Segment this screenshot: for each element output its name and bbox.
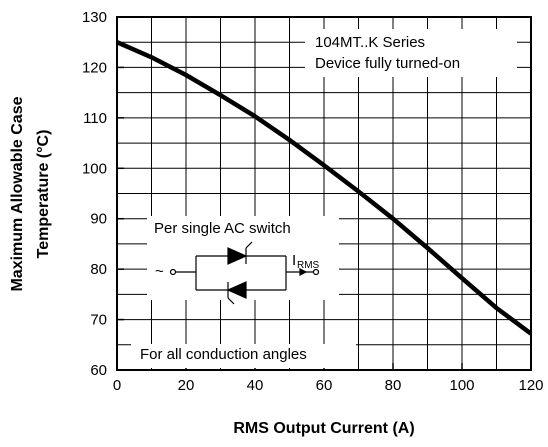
current-symbol: I <box>292 252 296 269</box>
angles-box <box>131 344 356 368</box>
x-tick-label: 20 <box>178 377 195 394</box>
thyristor-lower-icon <box>226 281 247 299</box>
angles-label: For all conduction angles <box>140 346 307 363</box>
x-tick-label: 40 <box>247 377 264 394</box>
y-tick-label: 100 <box>82 160 107 177</box>
ac-switch-schematic: ~ <box>155 241 320 305</box>
series-title: 104MT..K Series <box>315 34 425 51</box>
tick-labels: 0 20 40 60 80 100 120 60 70 80 90 100 110 120 130 <box>82 9 544 394</box>
y-tick-label: 90 <box>90 211 107 228</box>
x-tick-label: 60 <box>316 377 333 394</box>
x-tick-label: 120 <box>518 377 543 394</box>
ac-source-symbol: ~ <box>155 263 164 280</box>
current-subscript: RMS <box>297 260 320 271</box>
series-title-box <box>305 29 517 77</box>
x-axis-label: RMS Output Current (A) <box>233 420 414 437</box>
y-tick-label: 80 <box>90 261 107 278</box>
y-axis-label-line-2: Temperature (°C) <box>35 130 52 259</box>
current-arrow-icon <box>299 268 308 276</box>
x-tick-label: 80 <box>385 377 402 394</box>
y-tick-label: 60 <box>90 362 107 379</box>
y-tick-label: 110 <box>83 110 107 127</box>
condition-label: Device fully turned-on <box>315 55 460 72</box>
x-tick-label: 100 <box>449 377 474 394</box>
y-tick-label: 130 <box>82 9 107 26</box>
thyristor-upper-icon <box>227 247 248 265</box>
y-tick-label: 120 <box>82 59 107 76</box>
y-tick-label: 70 <box>90 312 107 329</box>
switch-label: Per single AC switch <box>154 220 291 237</box>
y-axis-label-line-1: Maximum Allowable Case <box>9 96 26 291</box>
x-tick-label: 0 <box>113 377 121 394</box>
series-line <box>116 40 533 336</box>
